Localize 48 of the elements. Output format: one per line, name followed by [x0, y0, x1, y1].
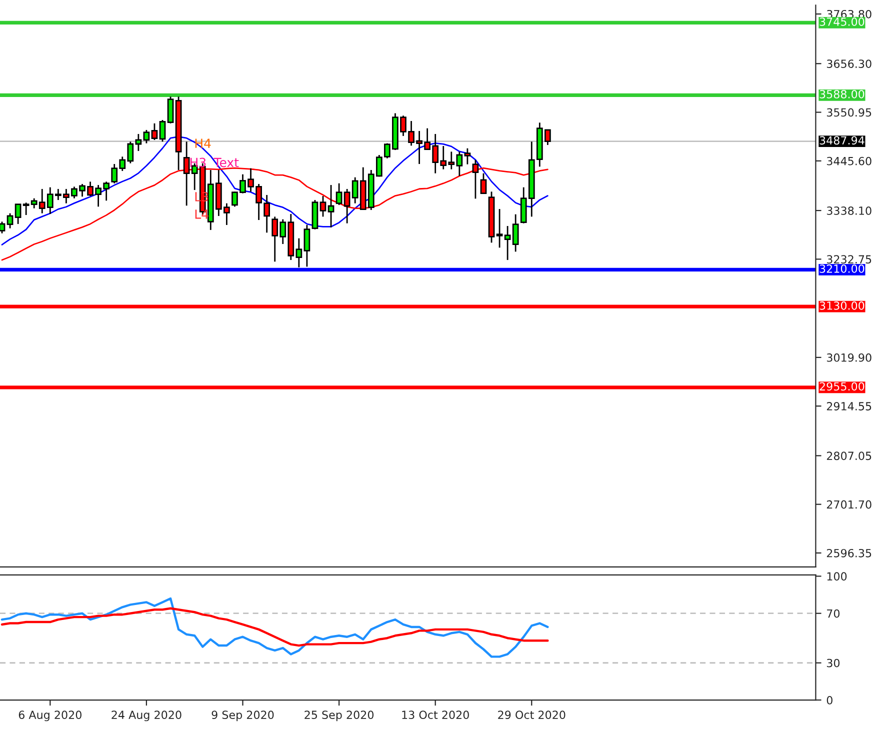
ref-line-label: 3588.00 — [820, 90, 864, 98]
candlestick — [504, 225, 511, 261]
candlestick — [151, 122, 158, 141]
y-tick-label: 3445.60 — [826, 156, 872, 166]
x-tick-label: 13 Oct 2020 — [402, 710, 469, 720]
candlestick — [159, 119, 166, 142]
ref-line-label: 3487.94 — [820, 136, 864, 145]
y-tick-label: 3232.75 — [826, 255, 872, 264]
line-series — [0, 607, 549, 647]
candlestick — [304, 224, 310, 268]
x-tick-label: 9 Sep 2020 — [212, 710, 274, 722]
candlestick — [336, 182, 342, 206]
ref-line-label: 3745.00 — [820, 17, 864, 26]
candlestick — [512, 214, 519, 252]
candlestick — [464, 148, 471, 166]
x-tick-label: 29 Oct 2020 — [498, 710, 566, 720]
ref-line-label: 3210.00 — [820, 264, 864, 273]
y-tick-label: 2914.55 — [826, 402, 872, 410]
candlestick — [480, 172, 487, 195]
annotation: H3 — [190, 158, 206, 168]
candlestick — [496, 208, 503, 248]
y-tick-label: 2596.35 — [826, 548, 872, 558]
y-tick-label: 3338.10 — [826, 206, 872, 215]
candlestick — [6, 212, 14, 229]
y-tick-label: 2807.05 — [826, 452, 872, 460]
y-tick-label: 100 — [827, 572, 847, 581]
y-tick-label: 3019.90 — [826, 353, 872, 362]
y-tick-label: 2701.70 — [826, 500, 872, 509]
x-tick-label: 6 Aug 2020 — [18, 710, 82, 722]
line-series — [1, 136, 548, 246]
x-tick-label: 25 Sep 2020 — [304, 710, 374, 722]
y-tick-label: 70 — [827, 609, 840, 618]
x-tick-label: 24 Aug 2020 — [112, 710, 182, 722]
candlestick — [143, 129, 150, 144]
ref-line-label: 3130.00 — [820, 301, 864, 310]
y-tick-label: 0 — [826, 696, 832, 704]
line-series — [0, 597, 549, 658]
y-tick-label: 3656.30 — [826, 60, 872, 68]
ref-line-label: 2955.00 — [820, 382, 864, 391]
candlestick — [0, 220, 6, 234]
y-tick-label: 3550.95 — [826, 108, 872, 117]
candlestick — [167, 96, 174, 124]
candlestick — [14, 204, 22, 225]
y-tick-label: 30 — [826, 658, 840, 668]
candlestick — [328, 184, 334, 228]
annotation: L3 — [195, 192, 208, 202]
annotation: H4 — [195, 138, 211, 148]
candlestick — [320, 195, 326, 218]
